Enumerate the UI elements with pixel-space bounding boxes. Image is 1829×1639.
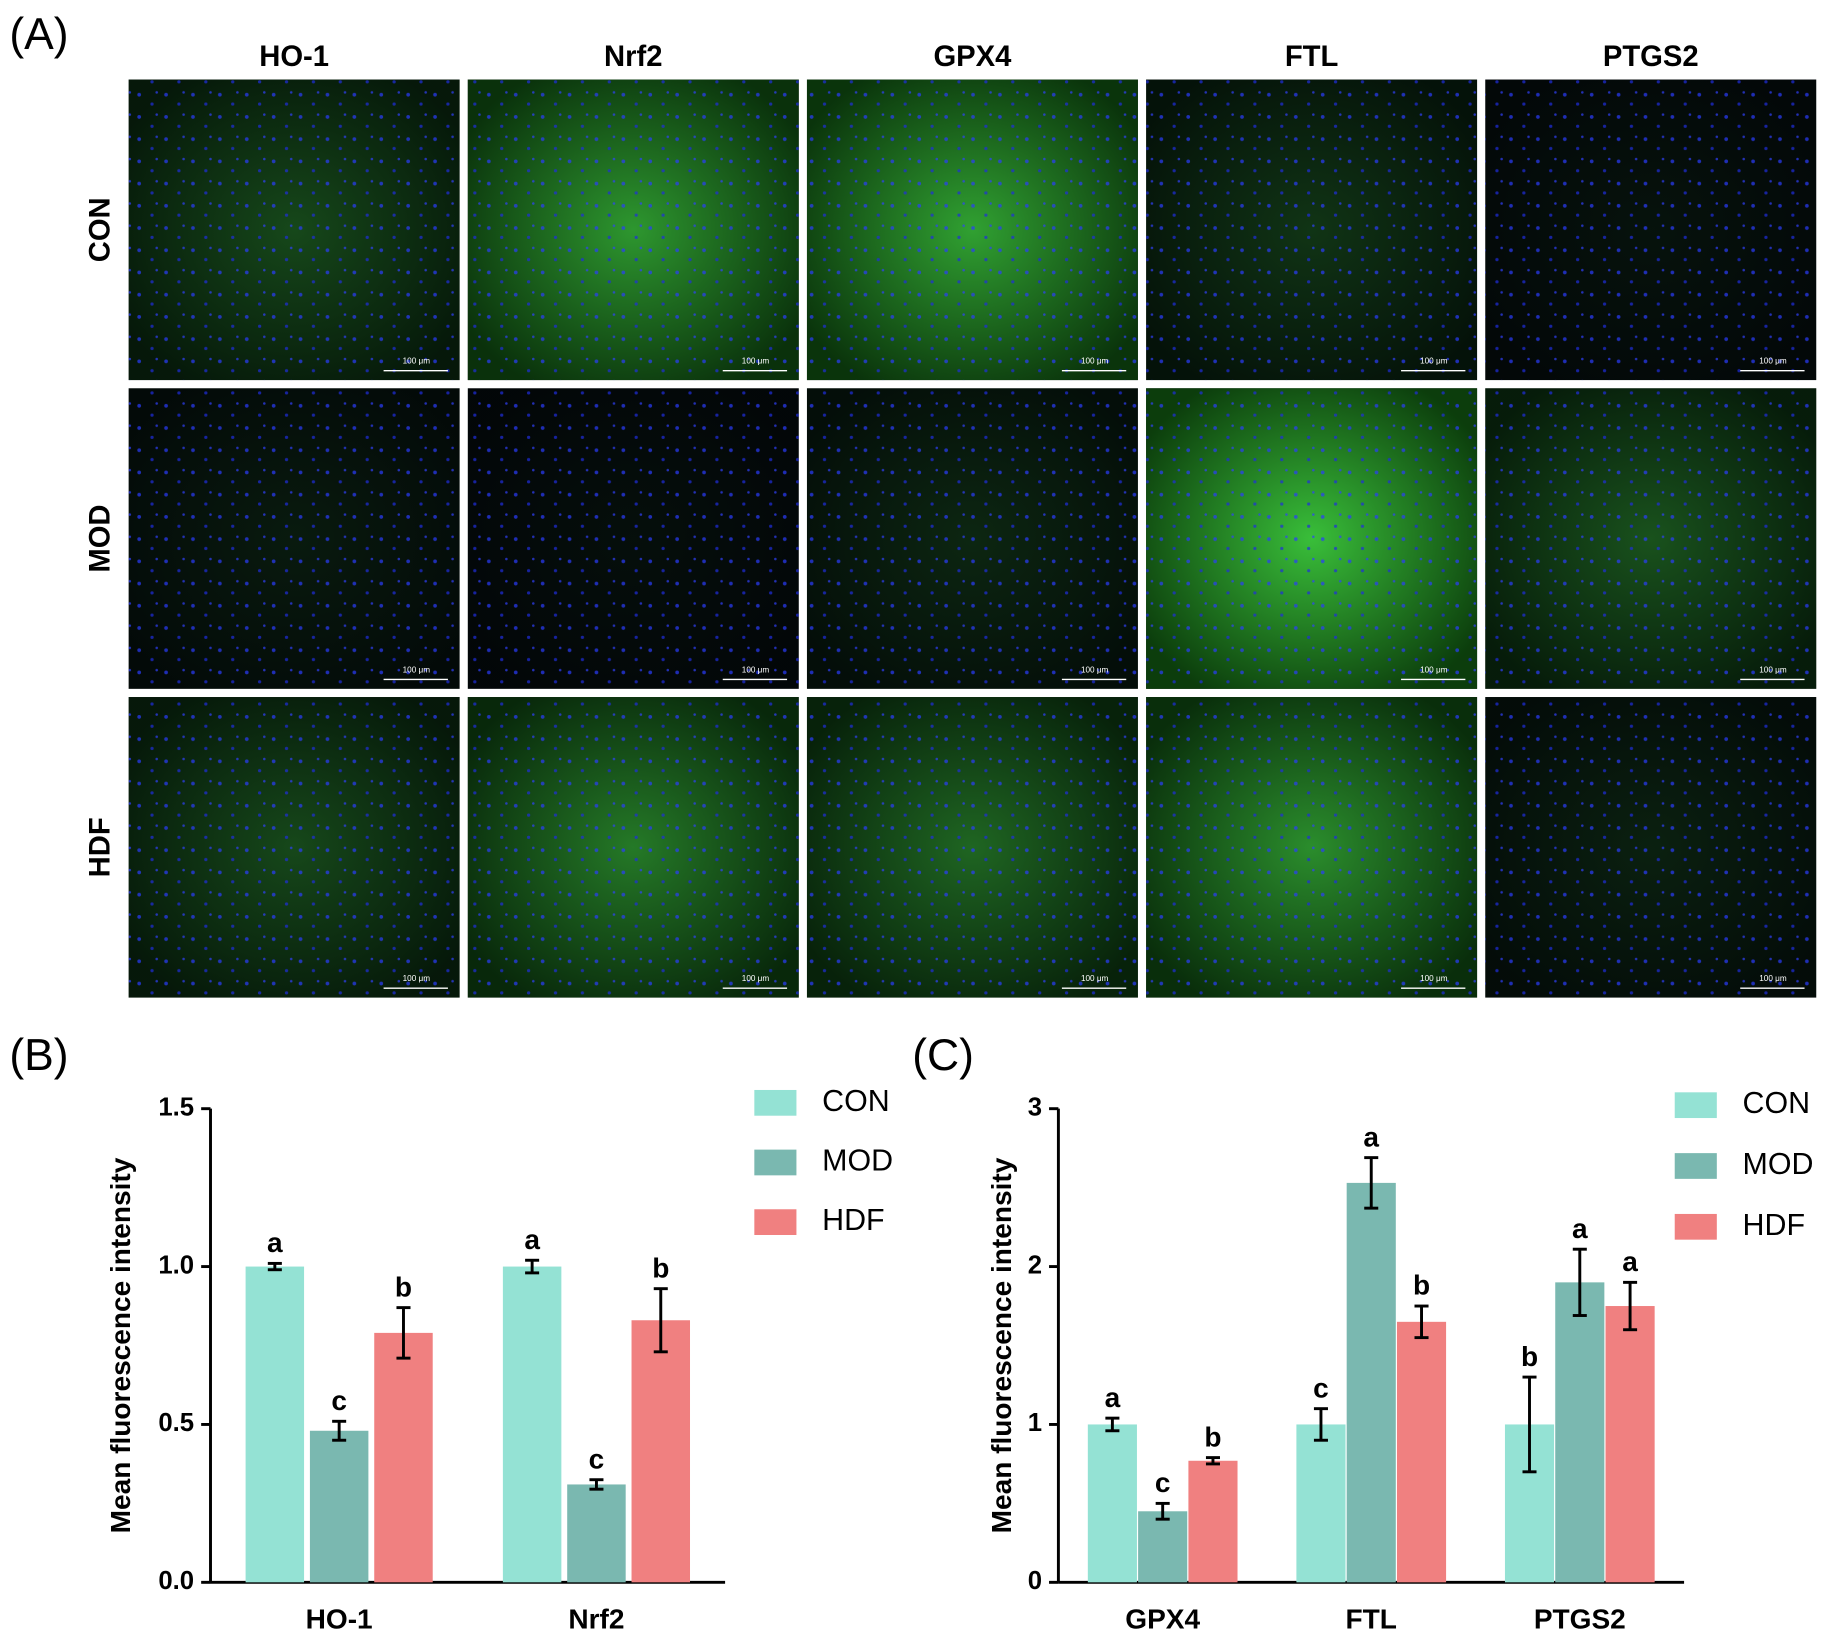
- significance-letter: a: [1105, 1382, 1121, 1413]
- bar: [1346, 1182, 1396, 1583]
- column-label: PTGS2: [1603, 41, 1699, 73]
- micrograph-nuclei: [467, 697, 799, 998]
- y-tick-label: 1.0: [158, 1251, 194, 1279]
- legend-label: CON: [1743, 1086, 1811, 1120]
- column-label: Nrf2: [604, 41, 662, 73]
- micrograph-nuclei: [467, 388, 799, 689]
- significance-letter: a: [524, 1224, 540, 1255]
- micrograph-nuclei: [1146, 697, 1478, 998]
- scale-bar-label: 100 μm: [742, 974, 770, 983]
- micrograph-nuclei: [467, 79, 799, 381]
- scale-bar-label: 100 μm: [1420, 357, 1448, 366]
- legend-label: HDF: [822, 1203, 884, 1237]
- bar: [309, 1430, 369, 1583]
- bar: [567, 1484, 626, 1583]
- y-tick-label: 0.5: [158, 1409, 194, 1437]
- scale-bar-label: 100 μm: [1759, 665, 1787, 674]
- significance-letter: b: [395, 1271, 412, 1302]
- legend-swatch: [1674, 1213, 1717, 1240]
- scale-bar-label: 100 μm: [1420, 665, 1448, 674]
- panel-label: (B): [9, 1031, 68, 1080]
- micrograph-nuclei: [1146, 79, 1478, 381]
- micrograph-nuclei: [806, 697, 1138, 998]
- significance-letter: b: [1413, 1270, 1430, 1301]
- y-tick-label: 0: [1028, 1567, 1042, 1595]
- scale-bar-label: 100 μm: [1081, 665, 1109, 674]
- x-tick-label: Nrf2: [568, 1603, 624, 1634]
- significance-letter: a: [1622, 1246, 1638, 1277]
- bar: [1296, 1424, 1346, 1583]
- scale-bar-label: 100 μm: [403, 357, 431, 366]
- legend-swatch: [754, 1209, 797, 1235]
- x-tick-label: FTL: [1346, 1603, 1397, 1634]
- bar: [1605, 1306, 1655, 1583]
- x-tick-label: HO-1: [306, 1603, 373, 1634]
- legend-swatch: [1674, 1153, 1717, 1179]
- y-tick-label: 3: [1028, 1093, 1042, 1121]
- bar: [1188, 1460, 1238, 1583]
- significance-letter: c: [1155, 1467, 1171, 1498]
- row-label: MOD: [84, 504, 116, 572]
- row-label: HDF: [84, 817, 116, 877]
- legend-label: MOD: [822, 1144, 893, 1178]
- scale-bar-label: 100 μm: [1081, 974, 1109, 983]
- legend-swatch: [754, 1089, 797, 1116]
- significance-letter: a: [1572, 1213, 1588, 1244]
- row-label: CON: [84, 197, 116, 262]
- legend-label: MOD: [1743, 1147, 1814, 1181]
- scale-bar-label: 100 μm: [1420, 974, 1448, 983]
- scale-bar-label: 100 μm: [1081, 357, 1109, 366]
- legend-swatch: [754, 1149, 797, 1176]
- significance-letter: b: [1204, 1421, 1221, 1452]
- scale-bar-label: 100 μm: [403, 974, 431, 983]
- significance-letter: b: [652, 1252, 669, 1283]
- figure-content: (A) (B) (C) HO-1 Nrf2 GPX4 FTL PTGS2 CON 100 μ…: [9, 10, 1817, 1634]
- bar: [1087, 1424, 1137, 1583]
- micrograph-nuclei: [1485, 388, 1817, 689]
- y-tick-label: 1.5: [158, 1093, 194, 1121]
- y-tick-label: 2: [1028, 1251, 1042, 1279]
- legend-label: HDF: [1743, 1208, 1805, 1242]
- y-tick-label: 1: [1028, 1409, 1042, 1437]
- significance-letter: c: [331, 1385, 347, 1416]
- bar: [245, 1266, 305, 1583]
- y-axis-label: Mean fluorescence intensity: [986, 1157, 1017, 1533]
- bar: [1138, 1511, 1188, 1583]
- micrograph-nuclei: [128, 388, 460, 689]
- panel-label: (A): [9, 10, 68, 59]
- legend-label: CON: [822, 1084, 890, 1118]
- micrograph-nuclei: [128, 697, 460, 998]
- scale-bar-label: 100 μm: [403, 665, 431, 674]
- significance-letter: c: [589, 1443, 605, 1474]
- bar: [1555, 1282, 1605, 1583]
- scale-bar-label: 100 μm: [742, 665, 770, 674]
- scale-bar-label: 100 μm: [1759, 974, 1787, 983]
- significance-letter: c: [1313, 1372, 1329, 1403]
- y-axis-label: Mean fluorescence intensity: [105, 1157, 136, 1533]
- x-tick-label: PTGS2: [1534, 1603, 1626, 1634]
- x-tick-label: GPX4: [1125, 1603, 1200, 1634]
- column-label: FTL: [1285, 41, 1339, 73]
- significance-letter: a: [1363, 1121, 1379, 1152]
- scale-bar-label: 100 μm: [742, 357, 770, 366]
- panel-label: (C): [912, 1031, 974, 1080]
- column-label: HO-1: [259, 41, 329, 73]
- micrograph-nuclei: [128, 79, 460, 381]
- micrograph-nuclei: [806, 388, 1138, 689]
- column-label: GPX4: [933, 41, 1012, 73]
- significance-letter: b: [1521, 1341, 1538, 1372]
- legend-swatch: [1674, 1092, 1717, 1119]
- bar: [631, 1320, 691, 1583]
- micrograph-nuclei: [806, 79, 1138, 381]
- y-tick-label: 0.0: [158, 1567, 194, 1595]
- bar: [502, 1266, 562, 1583]
- scale-bar-label: 100 μm: [1759, 357, 1787, 366]
- bar: [1396, 1321, 1447, 1583]
- micrograph-nuclei: [1146, 388, 1478, 689]
- micrograph-nuclei: [1485, 79, 1817, 381]
- micrograph-nuclei: [1485, 697, 1817, 998]
- significance-letter: a: [267, 1227, 283, 1258]
- bar: [374, 1332, 433, 1583]
